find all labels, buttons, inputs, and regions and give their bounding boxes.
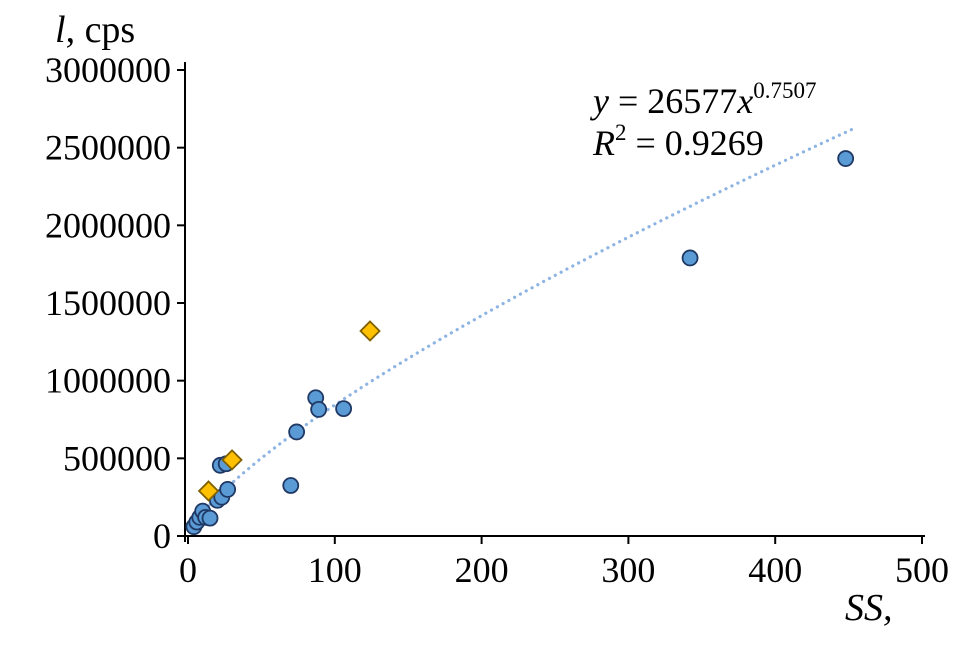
plot-area: 0 500000 1000000 1500000 2000000 2500000 30000… [45,50,949,590]
scatter-point-blue-circles [219,480,237,498]
scatter-point-blue-circles [282,477,300,494]
r-squared-label: R2 = 0.9269 [592,120,764,163]
x-axis-title: SS, [845,587,893,629]
scatter-point-orange-diamonds [221,449,243,471]
scatter-point-orange-diamonds [197,480,220,502]
y-tick-label: 500000 [63,438,171,478]
scatter-point-blue-circles [681,249,699,267]
scatter-point-blue-circles [310,401,328,418]
scatter-point-blue-circles [201,509,219,527]
y-axis-title: l, cps [55,9,135,51]
y-tick-label: 2000000 [45,205,171,245]
trendline-equation: y = 26577x0.7507 [590,78,817,121]
x-tick-label: 400 [748,550,802,590]
scatter-point-blue-circles [288,423,306,441]
x-tick-label: 500 [895,550,949,590]
y-tick-label: 3000000 [45,50,171,90]
y-tick-label: 1000000 [45,361,171,401]
x-tick-label: 0 [179,550,197,590]
scatter-point-orange-diamonds [359,320,381,342]
x-tick-label: 300 [601,550,655,590]
y-tick-label: 0 [153,516,171,556]
x-tick-label: 200 [455,550,509,590]
scatter-point-blue-circles [837,150,855,167]
x-tick-label: 100 [308,550,362,590]
y-tick-label: 2500000 [45,128,171,168]
trendline [208,128,854,507]
scatter-point-blue-circles [335,400,353,418]
y-tick-label: 1500000 [45,283,171,323]
